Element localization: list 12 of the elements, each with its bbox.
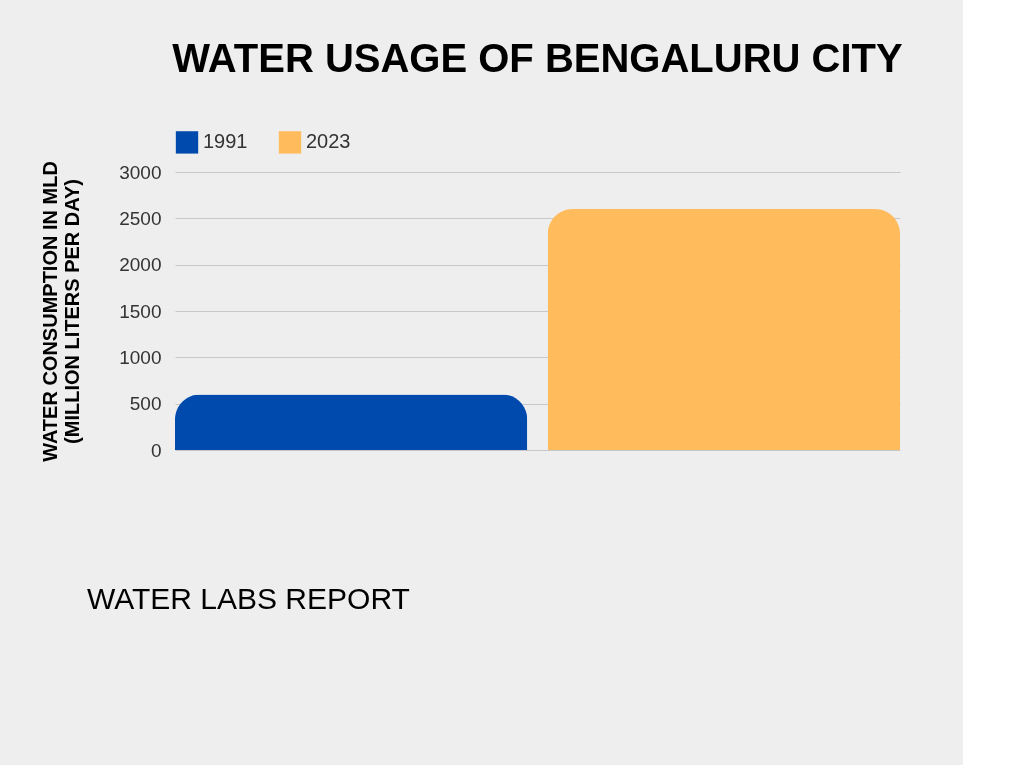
y-tick-label: 0 — [150, 439, 162, 461]
y-tick-label: 1000 — [119, 346, 162, 368]
y-tick-label: 3000 — [119, 161, 162, 183]
y-tick-label: 2500 — [119, 207, 162, 229]
y-tick-label: 2000 — [119, 254, 162, 276]
legend-label: 1991 — [203, 130, 248, 153]
y-tick-label: 1500 — [119, 300, 162, 322]
legend-label: 2023 — [306, 130, 351, 153]
text: WATER LABS REPORT — [87, 582, 410, 615]
chart-title: WATER USAGE OF BENGALURU CITY — [172, 36, 903, 80]
y-axis-title: WATER CONSUMPTION IN MLD (MILLION LITERS PER DAY) — [39, 161, 84, 462]
y-tick-label: 500 — [129, 393, 162, 415]
